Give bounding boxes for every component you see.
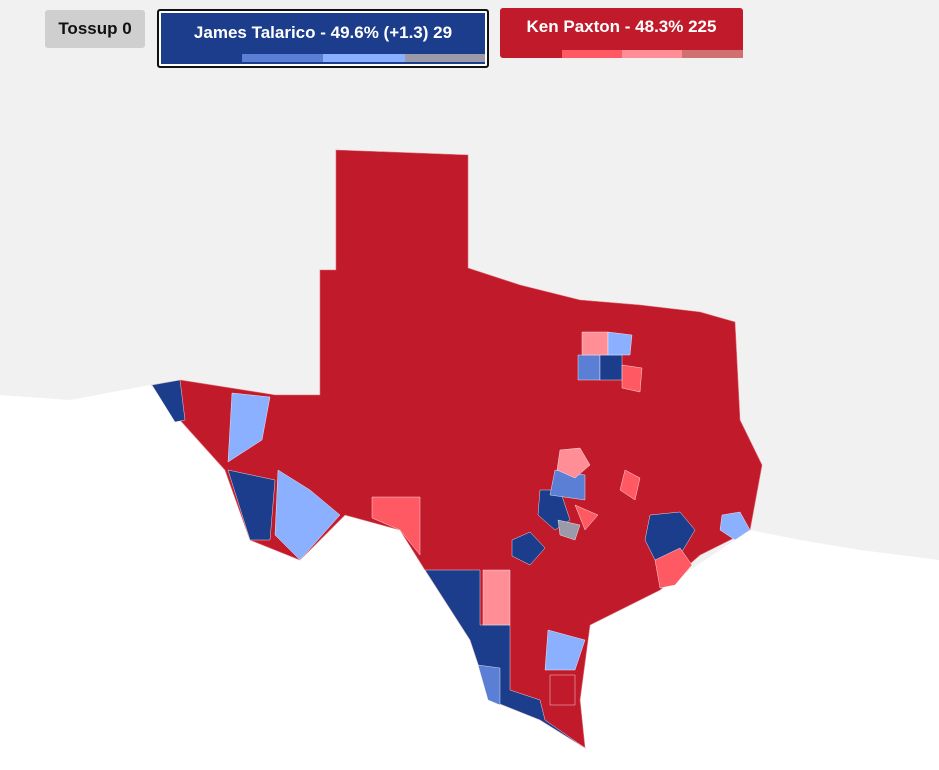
- county: [599, 354, 623, 381]
- tossup-button[interactable]: Tossup 0: [45, 10, 145, 48]
- county: [556, 447, 591, 479]
- county: [227, 392, 271, 463]
- county: [151, 379, 186, 423]
- county: [581, 331, 609, 356]
- county: [619, 469, 641, 501]
- counties: [151, 331, 751, 749]
- tossup-bar: [405, 54, 485, 62]
- county: [719, 511, 751, 541]
- county: [477, 664, 501, 706]
- tossup-bar: [682, 50, 743, 58]
- paxton-button[interactable]: Ken Paxton - 48.3% 225: [500, 8, 743, 58]
- lean-bar: [562, 50, 622, 58]
- lean-bar: [242, 54, 323, 62]
- county: [274, 469, 341, 561]
- tilt-bar: [622, 50, 682, 58]
- county: [549, 674, 576, 706]
- county: [482, 569, 511, 626]
- county: [607, 331, 633, 356]
- county: [227, 469, 276, 541]
- county: [544, 629, 586, 671]
- county: [574, 504, 599, 531]
- county: [511, 531, 546, 566]
- tilt-bar: [323, 54, 405, 62]
- county: [557, 519, 581, 541]
- county: [621, 364, 643, 393]
- county: [577, 354, 601, 381]
- county: [654, 547, 693, 589]
- county: [371, 496, 421, 556]
